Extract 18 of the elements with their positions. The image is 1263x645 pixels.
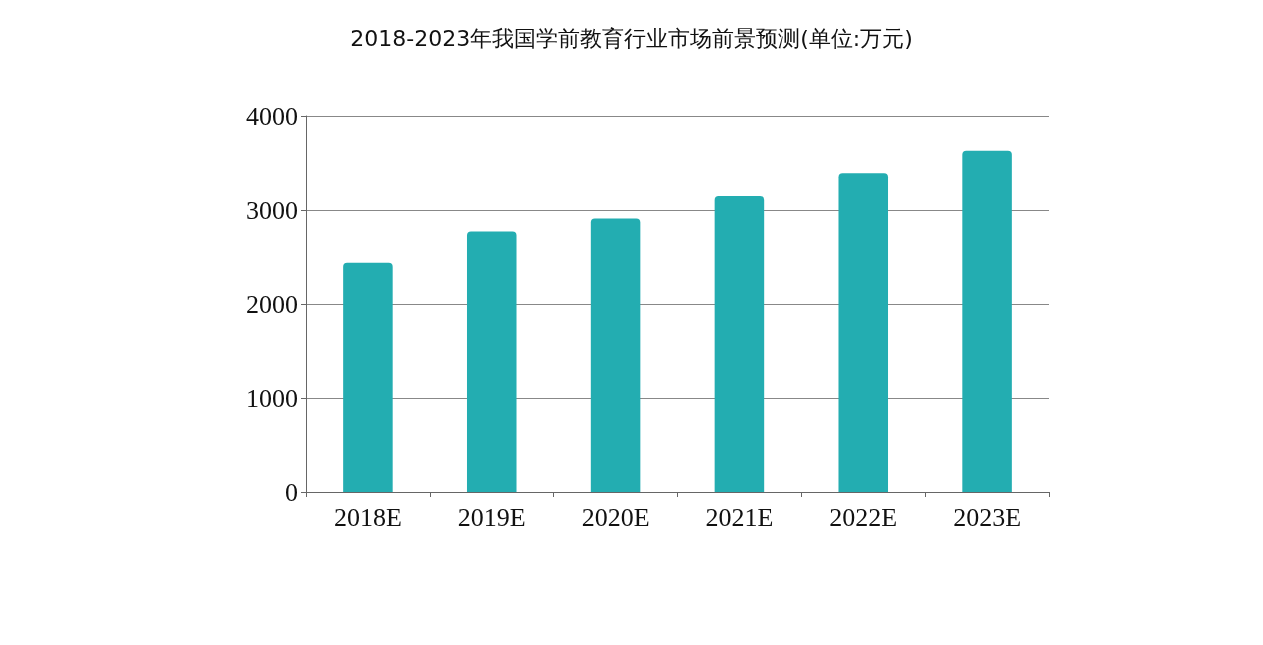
y-tick-label: 1000 <box>246 383 298 413</box>
y-tick-label: 0 <box>285 477 298 507</box>
bar <box>590 218 641 492</box>
bar <box>466 231 517 492</box>
bar <box>714 195 765 492</box>
bar <box>838 173 889 492</box>
y-tick-label: 3000 <box>246 195 298 225</box>
bar <box>962 150 1012 492</box>
x-tick-label: 2019E <box>457 502 526 532</box>
x-tick-label: 2018E <box>333 502 402 532</box>
x-tick-label: 2021E <box>705 502 774 532</box>
y-tick-label: 4000 <box>246 101 298 131</box>
x-tick-label: 2020E <box>581 502 650 532</box>
bar <box>343 262 393 492</box>
x-tick-label: 2023E <box>953 502 1022 532</box>
y-tick-label: 2000 <box>246 289 298 319</box>
chart-title: 2018-2023年我国学前教育行业市场前景预测(单位:万元) <box>350 25 913 51</box>
x-tick-label: 2022E <box>829 502 898 532</box>
